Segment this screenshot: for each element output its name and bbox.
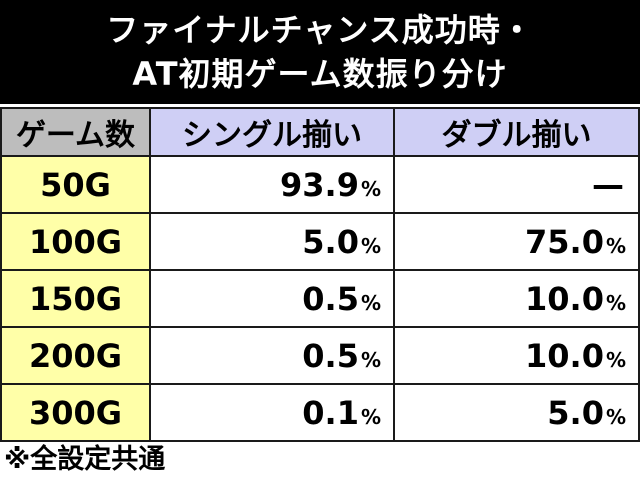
games-cell: 100G [0,212,151,271]
games-cell: 150G [0,269,151,328]
single-value: 93.9 [280,165,359,204]
double-cell: 5.0% [393,383,640,442]
double-value: — [592,165,624,204]
footnote: ※全設定共通 [4,444,166,475]
single-value: 5.0 [302,222,359,261]
double-cell: 75.0% [393,212,640,271]
double-cell: 10.0% [393,326,640,385]
game-count-table: ゲーム数 シングル揃い ダブル揃い 50G 93.9% — 100G 5.0% … [0,107,640,442]
games-cell: 200G [0,326,151,385]
double-value: 75.0 [525,222,604,261]
table-row: 200G 0.5% 10.0% [0,326,640,385]
double-unit: % [605,347,626,372]
double-unit: % [605,290,626,315]
double-cell: — [393,155,640,214]
header-double: ダブル揃い [393,107,640,157]
double-value: 10.0 [525,336,604,375]
table-header-row: ゲーム数 シングル揃い ダブル揃い [0,107,640,157]
single-value: 0.5 [302,336,359,375]
table-row: 50G 93.9% — [0,155,640,214]
header-games: ゲーム数 [0,107,151,157]
table-row: 150G 0.5% 10.0% [0,269,640,328]
single-unit: % [360,404,381,429]
double-unit: % [605,233,626,258]
single-cell: 0.5% [149,269,395,328]
table-row: 100G 5.0% 75.0% [0,212,640,271]
header-single: シングル揃い [149,107,395,157]
single-cell: 93.9% [149,155,395,214]
single-value: 0.1 [302,393,359,432]
title-banner: ファイナルチャンス成功時・ AT初期ゲーム数振り分け [0,0,640,104]
single-cell: 0.5% [149,326,395,385]
title-line-1: ファイナルチャンス成功時・ [106,11,534,49]
title-line-2: AT初期ゲーム数振り分け [132,55,508,93]
single-cell: 5.0% [149,212,395,271]
table-row: 300G 0.1% 5.0% [0,383,640,442]
single-value: 0.5 [302,279,359,318]
single-unit: % [360,347,381,372]
double-value: 10.0 [525,279,604,318]
double-cell: 10.0% [393,269,640,328]
games-cell: 300G [0,383,151,442]
double-unit: % [605,404,626,429]
single-unit: % [360,176,381,201]
single-unit: % [360,290,381,315]
games-cell: 50G [0,155,151,214]
single-unit: % [360,233,381,258]
single-cell: 0.1% [149,383,395,442]
double-value: 5.0 [547,393,604,432]
